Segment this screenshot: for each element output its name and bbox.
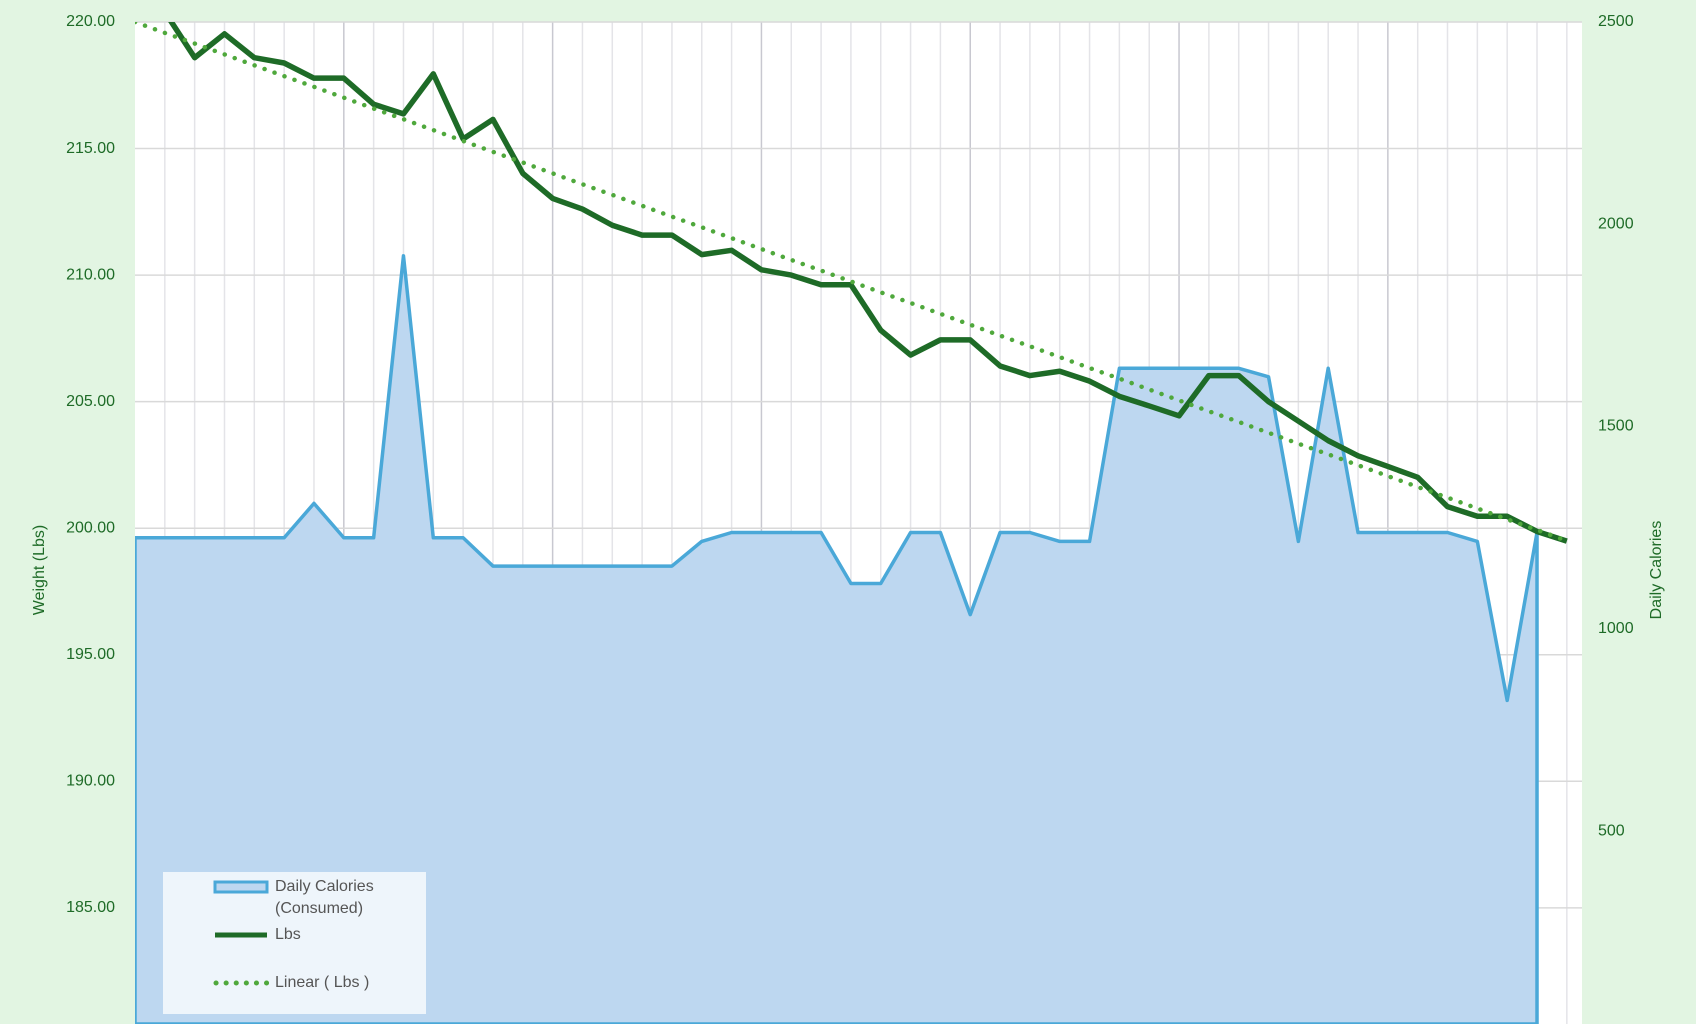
legend-entry: Linear ( Lbs ): [213, 972, 385, 994]
y2-axis-title: Daily Calories: [1648, 521, 1665, 620]
y-tick-label: 205.00: [66, 393, 115, 410]
y2-tick-label: 2500: [1598, 13, 1634, 30]
y-tick-label: 195.00: [66, 646, 115, 663]
legend-label: Lbs: [275, 926, 301, 943]
legend-label: Linear ( Lbs ): [275, 974, 370, 991]
y2-tick-label: 500: [1598, 822, 1625, 839]
y-tick-label: 190.00: [66, 773, 115, 790]
y-tick-label: 220.00: [66, 13, 115, 30]
line: [168, 22, 1568, 544]
marks: [135, 22, 1570, 1024]
y2-tick-label: 2000: [1598, 215, 1634, 232]
legend-swatch: [213, 880, 269, 894]
y-axis-title: Weight (Lbs): [31, 525, 48, 615]
legend-swatch: [215, 932, 267, 938]
y-tick-label: 185.00: [66, 899, 115, 916]
y2-tick-label: 1500: [1598, 418, 1634, 435]
y-tick-label: 210.00: [66, 266, 115, 283]
y2-tick-label: 1000: [1598, 620, 1634, 637]
labels: 185.00 190.00 195.00 200.00 205.00 210.00 215.…: [66, 13, 1634, 916]
legend-label: Daily Calories (Consumed): [275, 878, 374, 917]
legend-entry: Lbs: [213, 924, 385, 946]
legend-swatch: [213, 980, 269, 986]
area: [135, 254, 1539, 1024]
trend-line: [135, 22, 1570, 544]
legend: Daily Calories (Consumed) Lbs Linear ( L…: [163, 872, 426, 1014]
legend-entry: Daily Calories (Consumed): [213, 876, 385, 920]
y-tick-label: 215.00: [66, 140, 115, 157]
y-tick-label: 200.00: [66, 519, 115, 536]
